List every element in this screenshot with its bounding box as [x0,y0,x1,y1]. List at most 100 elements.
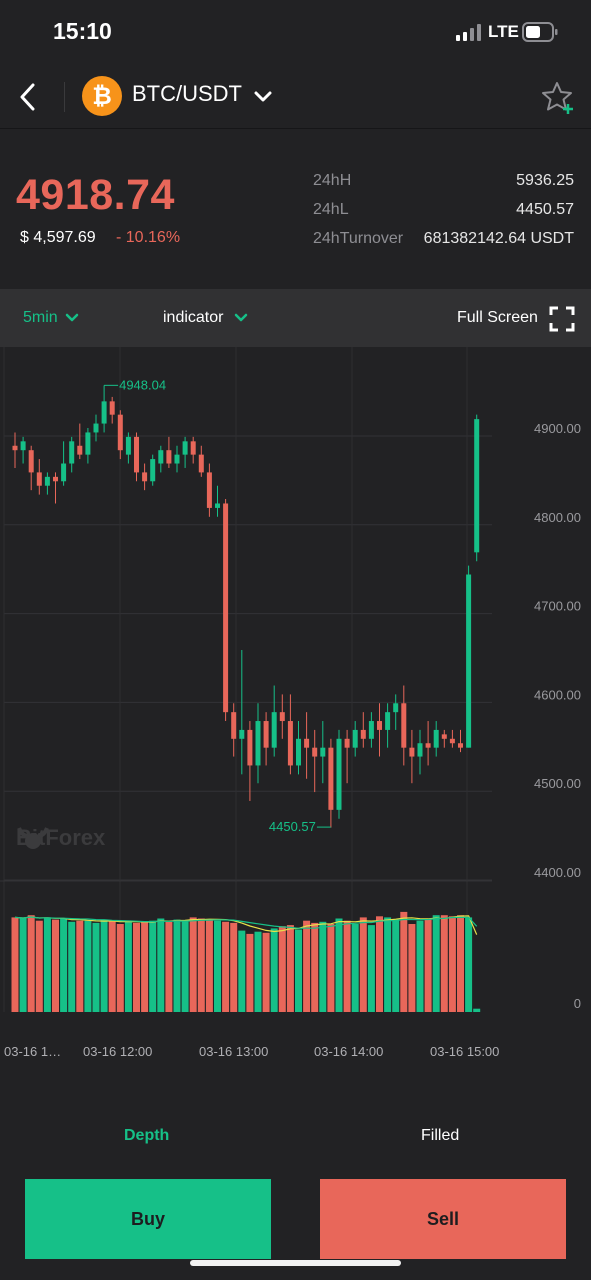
candle-body [174,454,180,464]
stat-value-low: 4450.57 [516,201,574,218]
volume-bar [448,916,456,1012]
volume-bar [440,915,448,1012]
fullscreen-button[interactable]: Full Screen [457,309,538,326]
stat-label-high: 24hH [313,172,352,189]
volume-bar [11,917,19,1012]
volume-bar [319,921,327,1012]
candle-body [215,503,220,508]
home-indicator [190,1260,401,1266]
chevron-down-icon[interactable] [252,86,274,108]
candle-body [474,419,480,553]
status-bar: 15:10 LTE [0,0,591,66]
candle-body [28,450,34,473]
stat-value-high: 5936.25 [516,172,574,189]
volume-bar [149,920,157,1012]
candle-body [125,436,131,455]
volume-bar [400,911,408,1012]
volume-bar [189,917,197,1012]
volume-ma10-line [14,916,478,929]
volume-bar [246,933,254,1012]
volume-bar [359,917,367,1012]
status-time: 15:10 [53,18,112,44]
volume-bar [35,920,43,1012]
buy-button[interactable]: Buy [25,1179,271,1259]
star-plus-icon[interactable] [540,80,576,116]
candle-body [441,734,447,739]
candle-body [368,721,374,739]
volume-bar [43,917,51,1012]
candle-body [255,721,261,766]
volume-bar [432,915,440,1012]
volume-bar [335,918,343,1012]
price-change: - 10.16% [116,229,181,246]
candle-body [458,743,463,748]
pair-selector[interactable]: BTC/USDT [132,81,242,106]
y-tick-label: 4900.00 [534,421,581,436]
indicator-selector[interactable]: indicator [163,309,224,326]
volume-bar [311,922,319,1012]
volume-bar [181,920,189,1012]
volume-bar [27,915,35,1012]
battery-icon [522,22,558,42]
chevron-down-icon[interactable] [64,310,80,326]
low-marker-label: 4450.57 [269,819,316,834]
candle-body [77,445,83,455]
candle-body [433,729,439,748]
candle-body [142,472,148,482]
volume-bar [465,917,473,1012]
volume-bar [52,919,59,1012]
volume-bar [173,919,181,1012]
fullscreen-icon[interactable] [549,306,575,332]
x-tick-label: 03-16 13:00 [199,1044,268,1059]
volume-bar [124,920,132,1012]
ticker-panel: 4918.74 $ 4,597.69 - 10.16% 24hH 5936.25… [0,129,591,289]
candle-body [425,743,431,748]
stat-label-low: 24hL [313,201,349,218]
volume-bar [214,920,221,1012]
candle-body [69,441,75,464]
volume-zero-label: 0 [574,996,581,1011]
candle-body [287,721,293,766]
candle-body [12,445,18,451]
sell-button[interactable]: Sell [320,1179,566,1259]
volume-bar [343,920,351,1012]
volume-bar [92,922,100,1012]
x-tick-label: 03-16 12:00 [83,1044,152,1059]
interval-selector[interactable]: 5min [23,309,58,326]
back-button[interactable] [12,80,42,114]
bull-logo-icon [17,827,49,849]
candle-body [271,712,277,748]
volume-bar [76,920,84,1012]
volume-bar [384,917,392,1012]
candle-body [150,459,156,482]
volume-bar [295,929,302,1012]
stat-label-turnover: 24hTurnover [313,230,404,247]
candle-body [231,712,237,739]
volume-bar [376,916,383,1012]
candle-body [206,472,212,508]
candlestick-chart[interactable]: 4900.00 4800.00 4700.00 4600.00 4500.00 4400.… [0,347,591,1080]
tab-filled[interactable]: Filled [421,1127,460,1144]
volume-bar [327,924,335,1012]
candle-body [344,738,350,748]
volume-bar [270,928,278,1012]
volume-bar [19,918,27,1012]
candle-body [190,441,196,455]
volume-bar [157,918,165,1012]
volume-bar [116,924,124,1012]
x-tick-label: 03-16 1… [4,1044,61,1059]
y-tick-label: 4800.00 [534,510,581,525]
volume-bar [222,921,230,1012]
candle-body [320,747,326,757]
tab-depth[interactable]: Depth [124,1127,170,1144]
volume-bar [303,920,311,1012]
volume-bar [205,919,213,1012]
candle-body [312,747,318,757]
usd-price: $ 4,597.69 [20,229,96,246]
volume-bar [424,918,432,1012]
candle-body [279,712,285,722]
candle-body [304,738,310,748]
candle-body [263,721,269,748]
chevron-down-icon[interactable] [233,310,249,326]
nav-bar: ₿ BTC/USDT [0,66,591,129]
